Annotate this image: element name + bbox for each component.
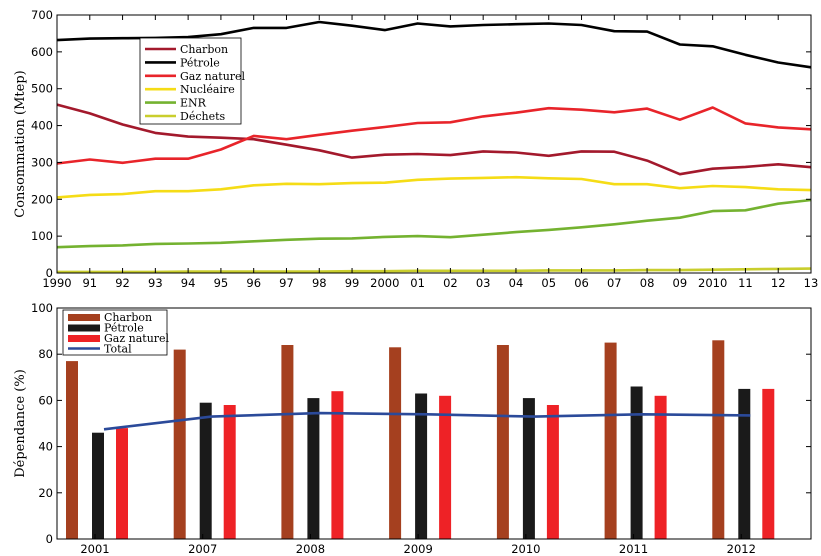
x-tick-label: 06 xyxy=(574,276,589,290)
y-tick-label: 0 xyxy=(46,266,53,280)
legend-swatch xyxy=(68,314,100,321)
x-tick-label: 2009 xyxy=(404,542,433,556)
legend-entry: Total xyxy=(104,343,132,356)
x-tick-label: 93 xyxy=(148,276,163,290)
y-axis-label: Dépendance (%) xyxy=(13,369,28,478)
bar-ptrole xyxy=(415,393,428,539)
y-tick-label: 40 xyxy=(38,440,53,454)
y-tick-label: 500 xyxy=(31,82,53,96)
bar-ptrole xyxy=(630,386,643,539)
legend-entry: Pétrole xyxy=(180,56,220,69)
x-tick-label: 04 xyxy=(509,276,524,290)
x-tick-label: 94 xyxy=(181,276,196,290)
x-tick-label: 1990 xyxy=(42,276,71,290)
bar-ptrole xyxy=(199,402,212,539)
series-line-charbon xyxy=(56,103,812,176)
y-tick-label: 100 xyxy=(31,229,53,243)
y-tick-label: 300 xyxy=(31,155,53,169)
bar-gaznaturel xyxy=(439,395,452,539)
y-axis-label: Consommation (Mtep) xyxy=(13,70,28,217)
x-tick-label: 95 xyxy=(214,276,229,290)
x-tick-label: 13 xyxy=(804,276,819,290)
bar-gaznaturel xyxy=(116,428,128,539)
series-line-gaznaturel xyxy=(56,106,812,165)
bar-charbon xyxy=(389,347,402,539)
bar-ptrole xyxy=(522,398,535,539)
legend-entry: Gaz naturel xyxy=(104,332,170,345)
x-tick-label: 99 xyxy=(345,276,360,290)
y-tick-label: 700 xyxy=(31,8,53,22)
series-line-enr xyxy=(56,198,812,249)
x-tick-label: 2008 xyxy=(296,542,325,556)
x-tick-label: 2010 xyxy=(698,276,727,290)
legend-entry: ENR xyxy=(180,97,207,110)
x-tick-label: 2000 xyxy=(370,276,399,290)
bar-charbon xyxy=(173,349,186,539)
y-tick-label: 20 xyxy=(38,486,53,500)
dependence-bar-chart: 0 20 40 60 80 100 2001 2007 2008 2009 2010 2011 2012… xyxy=(13,301,812,556)
x-tick-label: 09 xyxy=(673,276,688,290)
bar-ptrole xyxy=(92,432,104,539)
y-tick-label: 400 xyxy=(31,119,53,133)
bar-gaznaturel xyxy=(762,388,775,539)
y-tick-label: 0 xyxy=(46,532,53,546)
legend-box xyxy=(139,37,242,125)
y-tick-label: 80 xyxy=(38,347,53,361)
x-tick-label: 92 xyxy=(115,276,130,290)
x-tick-label: 2001 xyxy=(80,542,109,556)
x-tick-label: 2007 xyxy=(188,542,217,556)
x-tick-label: 98 xyxy=(312,276,327,290)
x-tick-label: 91 xyxy=(82,276,97,290)
x-tick-label: 02 xyxy=(443,276,458,290)
y-tick-label: 600 xyxy=(31,45,53,59)
legend-swatch xyxy=(68,324,100,332)
bar-charbon xyxy=(604,342,617,539)
x-tick-label: 03 xyxy=(476,276,491,290)
x-tick-label: 11 xyxy=(738,276,753,290)
bar-gaznaturel xyxy=(223,405,236,539)
y-tick-label: 200 xyxy=(31,192,53,206)
plot-frame xyxy=(56,307,812,540)
x-tick-label: 2011 xyxy=(619,542,648,556)
x-tick-label: 2012 xyxy=(727,542,756,556)
series-line-nuclaire xyxy=(56,175,812,199)
bar-charbon xyxy=(281,345,294,539)
legend-entry: Gaz naturel xyxy=(180,70,246,83)
x-tick-label: 12 xyxy=(771,276,786,290)
bar-gaznaturel xyxy=(546,405,559,539)
legend-swatch xyxy=(68,335,100,342)
y-tick-label: 60 xyxy=(38,393,53,407)
consumption-line-chart: 0 100 200 300 400 500 600 700 1990 91 92 93 94 95 96 97… xyxy=(13,8,818,290)
x-tick-label: 07 xyxy=(607,276,622,290)
bar-charbon xyxy=(496,345,509,539)
bar-charbon xyxy=(712,340,725,539)
x-tick-label: 05 xyxy=(541,276,556,290)
legend-entry: Déchets xyxy=(180,110,226,123)
bar-ptrole xyxy=(307,398,320,539)
plot-frame xyxy=(56,14,812,274)
series-line-dchets xyxy=(57,267,812,274)
x-tick-label: 97 xyxy=(279,276,294,290)
bar-ptrole xyxy=(738,388,751,539)
x-tick-label: 96 xyxy=(246,276,261,290)
y-tick-label: 100 xyxy=(31,301,53,315)
x-tick-label: 01 xyxy=(410,276,425,290)
x-tick-label: 08 xyxy=(640,276,655,290)
legend-entry: Nucléaire xyxy=(180,83,235,96)
series-line-ptrole xyxy=(56,20,812,69)
legend-entry: Charbon xyxy=(104,311,152,324)
legend-entry: Charbon xyxy=(180,43,228,56)
x-tick-label: 2010 xyxy=(511,542,540,556)
bar-gaznaturel xyxy=(331,391,344,539)
legend-entry: Pétrole xyxy=(104,322,144,335)
bar-charbon xyxy=(66,361,78,539)
bar-gaznaturel xyxy=(654,395,667,539)
series-line-total xyxy=(103,411,751,431)
